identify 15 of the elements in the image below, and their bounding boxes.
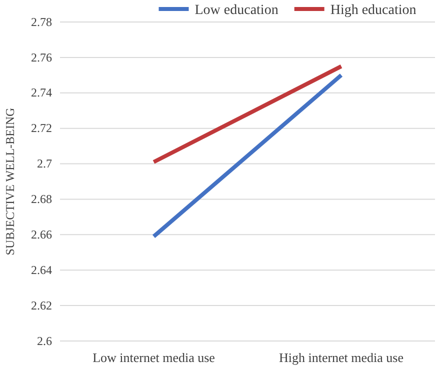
y-tick-label: 2.76	[31, 50, 52, 64]
y-tick-label: 2.74	[31, 86, 52, 100]
x-tick-label: Low internet media use	[92, 350, 216, 366]
y-tick-label: 2.72	[31, 121, 52, 136]
y-tick-label: 2.62	[31, 298, 52, 312]
y-axis-title: SUBJECTIVE WELL-BEING	[3, 107, 17, 256]
y-tick-label: 2.7	[37, 156, 52, 171]
y-tick-label: 2.78	[31, 14, 52, 29]
y-tick-label: 2.64	[31, 262, 52, 277]
y-tick-label: 2.66	[31, 228, 52, 242]
y-tick-label: 2.68	[31, 192, 52, 206]
legend-label: High education	[330, 3, 416, 18]
legend-label: Low education	[194, 3, 278, 18]
y-tick-label: 2.6	[37, 334, 52, 348]
x-tick-label: High internet media use	[278, 350, 404, 366]
